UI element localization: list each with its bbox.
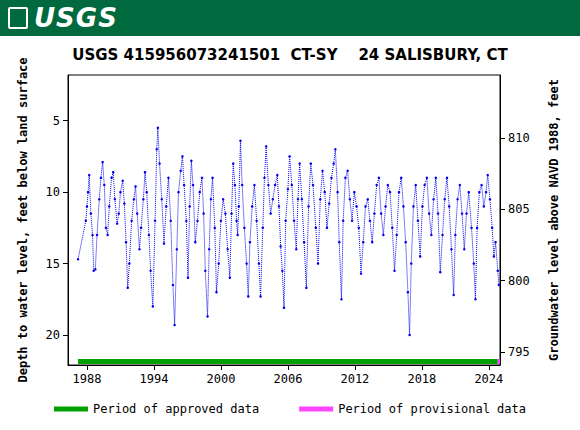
svg-text:15: 15 <box>46 257 60 271</box>
svg-text:Period of provisional data: Period of provisional data <box>338 402 526 416</box>
svg-text:2000: 2000 <box>206 372 235 386</box>
svg-text:20: 20 <box>46 328 60 342</box>
svg-text:810: 810 <box>508 131 530 145</box>
svg-text:Depth to water level, feet bel: Depth to water level, feet below land su… <box>16 57 30 382</box>
svg-text:2018: 2018 <box>407 372 436 386</box>
svg-text:805: 805 <box>508 202 530 216</box>
svg-text:USGS 415956073241501 CT-SY: USGS 415956073241501 CT-SY 24 SALISBURY,… <box>72 46 508 64</box>
svg-text:Period of approved data: Period of approved data <box>93 402 259 416</box>
svg-text:800: 800 <box>508 274 530 288</box>
svg-text:5: 5 <box>53 114 60 128</box>
html-text:USGS: USGS <box>34 3 118 33</box>
svg-text:2012: 2012 <box>340 372 369 386</box>
svg-text:Groundwater level above NAVD 1: Groundwater level above NAVD 1988, feet <box>547 79 561 361</box>
svg-text:1988: 1988 <box>73 372 102 386</box>
svg-text:795: 795 <box>508 345 530 359</box>
svg-text:10: 10 <box>46 185 60 199</box>
svg-text:2006: 2006 <box>273 372 302 386</box>
svg-text:2024: 2024 <box>474 372 503 386</box>
svg-text:1994: 1994 <box>140 372 169 386</box>
